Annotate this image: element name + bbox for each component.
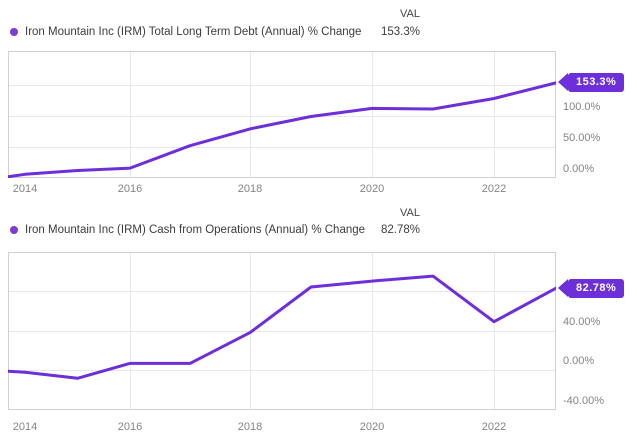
- x-axis-tick-label: 2018: [237, 183, 263, 195]
- val-column-header-cfo: VAL: [400, 207, 420, 219]
- y-axis-tick-label: 50.00%: [563, 131, 601, 144]
- series-dot-icon: [10, 28, 18, 36]
- y-axis-tick-label: 100.0%: [563, 100, 601, 113]
- debt-last-value-badge: 153.3%: [557, 73, 625, 93]
- series-dot-icon: [10, 226, 18, 234]
- x-axis-tick-label: 2022: [481, 421, 507, 433]
- series-title-debt: Iron Mountain Inc (IRM) Total Long Term …: [25, 26, 362, 38]
- val-column-header-debt: VAL: [400, 8, 420, 20]
- x-axis-tick-label: 2014: [12, 183, 38, 195]
- chart-svg: [6, 252, 558, 410]
- cfo-chart-plot-area[interactable]: [6, 252, 558, 410]
- x-axis-tick-label: 2018: [237, 421, 263, 433]
- y-axis-tick-label: 0.00%: [563, 163, 595, 175]
- y-axis-tick-label: 40.00%: [563, 315, 601, 328]
- legend-row-cfo: Iron Mountain Inc (IRM) Cash from Operat…: [0, 223, 640, 237]
- x-axis-tick-label: 2020: [359, 183, 385, 195]
- x-axis-tick-label: 2014: [12, 421, 38, 433]
- series-current-value-debt: 153.3%: [380, 26, 420, 38]
- y-axis-tick-label: -40.00%: [563, 395, 604, 407]
- series-current-value-cfo: 82.78%: [380, 224, 420, 236]
- x-axis-tick-label: 2022: [481, 183, 507, 195]
- debt-chart-plot-area[interactable]: [6, 51, 558, 179]
- debt-badge-label: 153.3%: [576, 76, 617, 89]
- x-axis-tick-label: 2016: [117, 421, 143, 433]
- cfo-last-value-badge: 82.78%: [557, 278, 625, 298]
- chart-svg: [6, 51, 558, 179]
- cfo-badge-label: 82.78%: [576, 281, 617, 294]
- x-axis-tick-label: 2020: [359, 421, 385, 433]
- x-axis-tick-label: 2016: [117, 183, 143, 195]
- legend-row-debt: Iron Mountain Inc (IRM) Total Long Term …: [0, 25, 640, 39]
- series-title-cfo: Iron Mountain Inc (IRM) Cash from Operat…: [25, 224, 366, 236]
- y-axis-tick-label: 0.00%: [563, 355, 595, 368]
